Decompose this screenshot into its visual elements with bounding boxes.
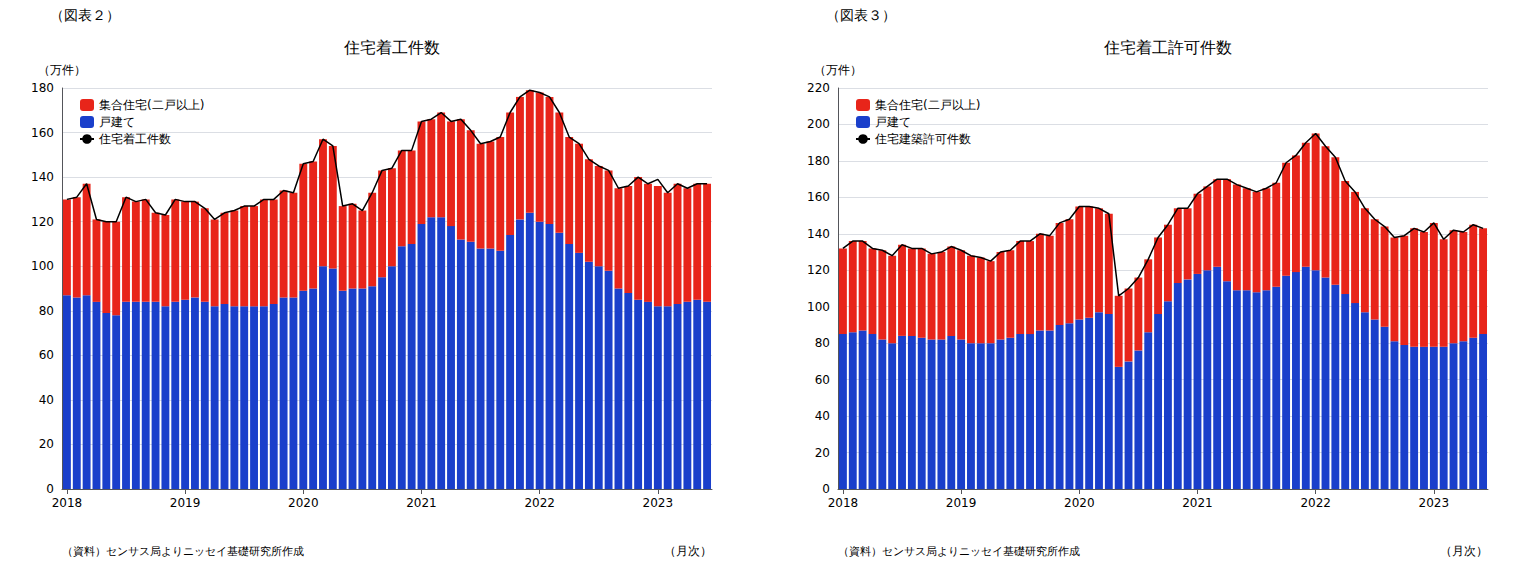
svg-text:集合住宅(二戸以上): 集合住宅(二戸以上) [99, 98, 204, 112]
svg-text:（資料）センサス局よりニッセイ基礎研究所作成: （資料）センサス局よりニッセイ基礎研究所作成 [62, 545, 304, 558]
svg-text:20: 20 [39, 437, 54, 451]
svg-text:住宅建築許可件数: 住宅建築許可件数 [874, 132, 971, 146]
svg-text:2018: 2018 [828, 496, 859, 510]
svg-text:住宅着工許可件数: 住宅着工許可件数 [1103, 38, 1232, 57]
svg-text:戸建て: 戸建て [99, 115, 135, 129]
svg-text:140: 140 [807, 227, 830, 241]
svg-text:（万件）: （万件） [38, 63, 86, 77]
svg-text:住宅着工件数: 住宅着工件数 [98, 132, 171, 146]
svg-text:100: 100 [31, 259, 54, 273]
svg-text:160: 160 [807, 190, 830, 204]
svg-text:2022: 2022 [524, 496, 555, 510]
svg-text:（図表３）: （図表３） [826, 7, 896, 23]
svg-text:180: 180 [31, 81, 54, 95]
svg-text:2021: 2021 [1182, 496, 1213, 510]
svg-text:120: 120 [31, 215, 54, 229]
svg-text:100: 100 [807, 300, 830, 314]
svg-text:140: 140 [31, 170, 54, 184]
svg-text:（月次）: （月次） [664, 544, 712, 558]
svg-text:2018: 2018 [52, 496, 83, 510]
svg-text:2023: 2023 [1419, 496, 1450, 510]
svg-text:住宅着工件数: 住宅着工件数 [343, 38, 440, 57]
svg-text:160: 160 [31, 126, 54, 140]
svg-text:（万件）: （万件） [814, 63, 862, 77]
svg-text:集合住宅(二戸以上): 集合住宅(二戸以上) [875, 98, 980, 112]
svg-text:40: 40 [815, 409, 830, 423]
svg-text:200: 200 [807, 117, 830, 131]
svg-text:戸建て: 戸建て [875, 115, 911, 129]
svg-text:40: 40 [39, 393, 54, 407]
svg-text:180: 180 [807, 154, 830, 168]
svg-text:2019: 2019 [170, 496, 201, 510]
svg-text:2022: 2022 [1300, 496, 1331, 510]
svg-text:120: 120 [807, 263, 830, 277]
svg-text:60: 60 [815, 373, 830, 387]
svg-text:2019: 2019 [946, 496, 977, 510]
svg-text:（資料）センサス局よりニッセイ基礎研究所作成: （資料）センサス局よりニッセイ基礎研究所作成 [838, 545, 1080, 558]
svg-text:0: 0 [46, 482, 54, 496]
svg-text:2020: 2020 [1064, 496, 1095, 510]
svg-text:60: 60 [39, 348, 54, 362]
svg-text:2021: 2021 [406, 496, 437, 510]
svg-text:0: 0 [822, 482, 830, 496]
svg-text:2023: 2023 [643, 496, 674, 510]
svg-text:80: 80 [39, 304, 54, 318]
svg-text:2020: 2020 [288, 496, 319, 510]
svg-text:20: 20 [815, 446, 830, 460]
svg-text:220: 220 [807, 81, 830, 95]
svg-text:（図表２）: （図表２） [50, 7, 120, 23]
svg-text:（月次）: （月次） [1440, 544, 1488, 558]
svg-text:80: 80 [815, 336, 830, 350]
